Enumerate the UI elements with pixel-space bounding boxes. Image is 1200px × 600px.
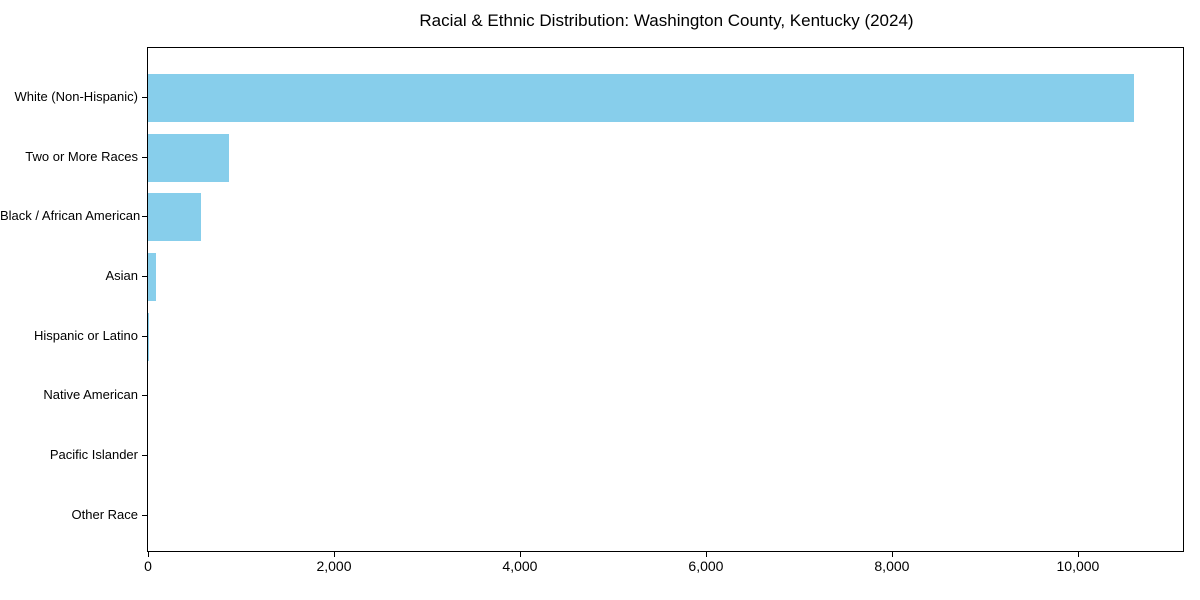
y-tick-mark <box>142 335 147 337</box>
x-tick-mark <box>333 552 335 557</box>
plot-area <box>147 47 1184 552</box>
y-tick-mark <box>142 514 147 516</box>
x-tick-label: 8,000 <box>874 558 910 574</box>
y-tick-label-black-african-american: Black / African American <box>0 208 141 224</box>
y-tick-label-other-race: Other Race <box>71 506 138 522</box>
chart-title: Racial & Ethnic Distribution: Washington… <box>419 11 914 30</box>
x-tick-mark <box>148 552 149 557</box>
y-tick-mark <box>142 216 147 218</box>
y-tick-mark <box>142 455 147 457</box>
x-tick-label: 0 <box>144 558 152 574</box>
x-tick-mark <box>519 552 521 557</box>
y-tick-label-two-or-more-races: Two or More Races <box>25 148 138 164</box>
x-tick-label: 6,000 <box>688 558 724 574</box>
y-tick-mark <box>142 395 147 397</box>
x-tick-mark <box>891 552 893 557</box>
x-tick-label: 10,000 <box>1056 558 1100 574</box>
y-tick-mark <box>142 97 147 98</box>
x-tick-label: 4,000 <box>502 558 538 574</box>
y-tick-mark <box>142 276 147 277</box>
y-tick-label-hispanic-or-latino: Hispanic or Latino <box>33 327 138 343</box>
bar-two-or-more-races <box>148 133 229 182</box>
x-tick-label: 2,000 <box>316 558 352 574</box>
y-tick-label-pacific-islander: Pacific Islander <box>49 447 138 463</box>
bar-hispanic-or-latino <box>148 312 150 361</box>
x-tick-mark <box>1077 552 1079 557</box>
y-tick-label-white-non-hispanic: White (Non-Hispanic) <box>14 89 138 104</box>
y-tick-label-native-american: Native American <box>43 387 138 403</box>
bar-asian <box>148 253 156 301</box>
y-tick-mark <box>142 156 147 158</box>
bar-white-non-hispanic <box>148 74 1134 122</box>
y-tick-label-asian: Asian <box>105 268 138 283</box>
bar-black-african-american <box>148 193 201 242</box>
x-tick-mark <box>705 552 707 557</box>
